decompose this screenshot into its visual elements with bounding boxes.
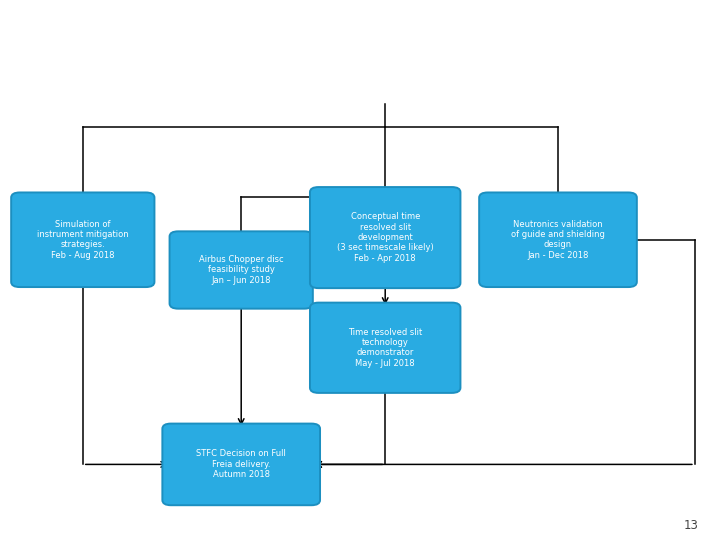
FancyBboxPatch shape xyxy=(12,192,154,287)
FancyBboxPatch shape xyxy=(310,302,461,393)
Text: Airbus Chopper disc
feasibility study
Jan – Jun 2018: Airbus Chopper disc feasibility study Ja… xyxy=(199,255,284,285)
Text: Full STFC delivery decision plan.: Full STFC delivery decision plan. xyxy=(22,68,403,88)
FancyBboxPatch shape xyxy=(310,187,461,288)
FancyBboxPatch shape xyxy=(480,192,636,287)
Text: SPALLATION: SPALLATION xyxy=(706,51,720,57)
Circle shape xyxy=(551,45,666,63)
Text: Conceptual time
resolved slit
development
(3 sec timescale likely)
Feb - Apr 201: Conceptual time resolved slit developmen… xyxy=(337,212,433,263)
Text: EUROPEAN: EUROPEAN xyxy=(706,35,720,40)
FancyBboxPatch shape xyxy=(163,423,320,505)
Text: SOURCE: SOURCE xyxy=(706,68,720,73)
Text: TG2 + Freia Instrument: TG2 + Freia Instrument xyxy=(22,24,297,45)
Text: ess: ess xyxy=(598,49,618,59)
Text: STFC Decision on Full
Freia delivery.
Autumn 2018: STFC Decision on Full Freia delivery. Au… xyxy=(197,449,286,480)
Text: 13: 13 xyxy=(683,519,698,532)
FancyBboxPatch shape xyxy=(170,231,312,309)
Text: Neutronics validation
of guide and shielding
design
Jan - Dec 2018: Neutronics validation of guide and shiel… xyxy=(511,220,605,260)
Text: Time resolved slit
technology
demonstrator
May - Jul 2018: Time resolved slit technology demonstrat… xyxy=(348,328,423,368)
Text: Simulation of
instrument mitigation
strategies.
Feb - Aug 2018: Simulation of instrument mitigation stra… xyxy=(37,220,129,260)
